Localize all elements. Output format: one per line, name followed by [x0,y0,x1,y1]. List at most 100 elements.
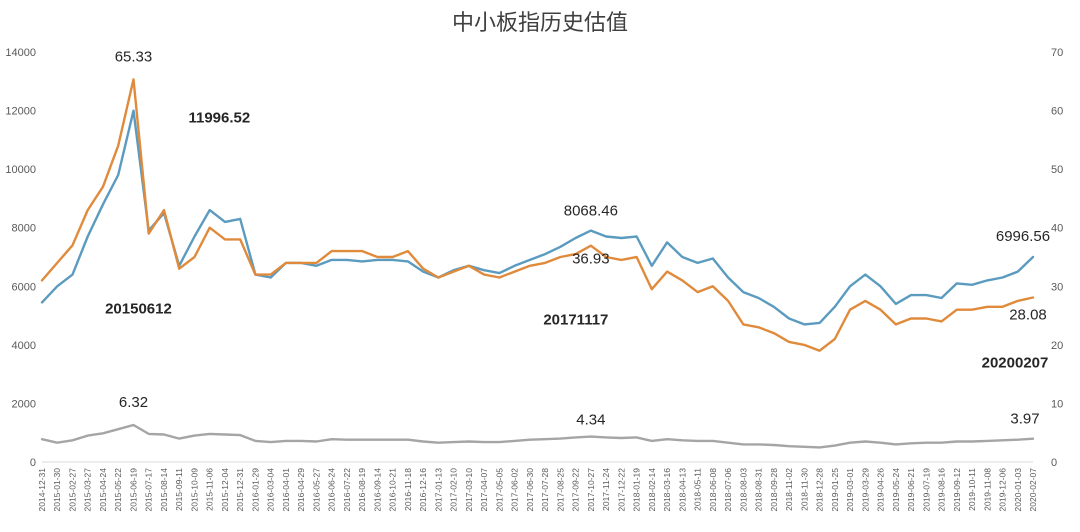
x-tick-label: 2017-06-02 [510,468,520,512]
x-tick-label: 2016-04-29 [296,468,306,512]
data-annotation: 36.93 [572,251,610,268]
x-tick-label: 2018-01-19 [632,468,642,512]
x-tick-label: 2016-08-19 [357,468,367,512]
x-tick-label: 2018-11-02 [784,468,794,511]
left-y-tick-label: 2000 [12,398,36,410]
data-annotation: 11996.52 [188,110,250,127]
series-line-0 [40,109,1035,326]
x-tick-label: 2015-08-14 [159,468,169,512]
x-tick-label: 2018-09-28 [769,468,779,512]
right-y-tick-label: 40 [1051,223,1063,235]
right-y-tick-label: 70 [1051,47,1063,59]
x-tick-label: 2015-10-09 [189,468,199,512]
data-annotation: 65.33 [115,48,153,65]
x-tick-label: 2019-08-16 [937,468,947,512]
x-tick-label: 2016-11-18 [403,468,413,511]
data-annotation: 6.32 [119,394,148,411]
x-tick-label: 2017-11-24 [601,468,611,511]
x-tick-label: 2018-05-11 [693,468,703,511]
x-tick-label: 2019-10-11 [967,468,977,511]
x-tick-label: 2015-07-17 [144,468,154,512]
right-y-tick-label: 20 [1051,340,1063,352]
x-tick-label: 2017-04-07 [479,468,489,512]
x-tick-label: 2019-07-19 [921,468,931,512]
x-tick-label: 2018-03-16 [662,468,672,512]
left-y-tick-label: 12000 [5,106,36,118]
x-axis: 2014-12-31 2015-01-30 2015-02-27 2015-03-27… [37,461,1038,512]
right-y-tick-label: 30 [1051,281,1063,293]
x-tick-label: 2017-05-05 [494,468,504,512]
x-tick-label: 2018-02-14 [647,468,657,512]
x-tick-label: 2016-05-27 [311,468,321,512]
x-tick-label: 2016-10-21 [388,468,398,512]
data-annotation: 8068.46 [564,203,618,220]
x-tick-label: 2016-12-16 [418,468,428,512]
x-tick-label: 2017-09-22 [571,468,581,512]
data-annotation: 3.97 [1010,411,1039,428]
data-annotation: 28.08 [1009,307,1047,324]
x-tick-label: 2019-05-24 [891,468,901,512]
x-tick-label: 2015-06-19 [128,468,138,512]
x-tick-label: 2018-08-03 [738,468,748,512]
x-tick-label: 2015-12-31 [235,468,245,512]
x-tick-label: 2019-03-29 [860,468,870,512]
right-y-tick-label: 10 [1051,398,1063,410]
x-tick-label: 2019-12-06 [998,468,1008,512]
data-annotation: 20171117 [543,312,608,329]
x-tick-label: 2018-12-28 [815,468,825,512]
x-tick-label: 2018-06-08 [708,468,718,512]
x-tick-label: 2017-03-10 [464,468,474,512]
x-tick-label: 2016-01-29 [250,468,260,512]
data-annotations: 65.33 11996.52 20150612 6.32 8068.46 36.93 201… [105,48,1050,428]
left-y-tick-label: 0 [30,457,36,469]
series-lines [40,78,1035,449]
left-y-tick-label: 6000 [12,281,36,293]
x-tick-label: 2019-06-21 [906,468,916,512]
x-tick-label: 2015-02-27 [67,468,77,512]
left-y-tick-label: 4000 [12,340,36,352]
x-tick-label: 2015-04-24 [98,468,108,512]
left-y-axis: 0 2000 4000 6000 8000 10000 12000 14000 [5,47,36,469]
x-tick-label: 2018-07-06 [723,468,733,512]
x-tick-label: 2017-12-22 [616,468,626,512]
x-tick-label: 2015-05-22 [113,468,123,512]
x-tick-label: 2018-08-31 [754,468,764,512]
x-tick-label: 2016-07-22 [342,468,352,512]
x-tick-label: 2017-10-27 [586,468,596,512]
left-y-tick-label: 8000 [12,223,36,235]
left-y-tick-label: 14000 [5,47,36,59]
data-annotation: 20200207 [982,355,1049,372]
right-y-tick-label: 0 [1051,457,1057,469]
x-tick-label: 2019-11-08 [982,468,992,511]
x-tick-label: 2017-07-28 [540,468,550,512]
right-y-tick-label: 50 [1051,164,1063,176]
x-tick-label: 2017-08-25 [555,468,565,512]
data-annotation: 4.34 [576,412,605,429]
x-tick-label: 2018-11-30 [799,468,809,511]
right-y-axis: 0 10 20 30 40 50 60 70 [1051,47,1063,469]
x-tick-label: 2019-01-25 [830,468,840,512]
x-tick-label: 2017-06-30 [525,468,535,512]
x-tick-label: 2016-09-14 [372,468,382,512]
x-tick-label: 2018-04-13 [677,468,687,512]
x-tick-label: 2015-03-27 [83,468,93,512]
x-tick-label: 2019-03-01 [845,468,855,512]
x-tick-label: 2015-09-11 [174,468,184,511]
x-tick-label: 2016-06-24 [327,468,337,512]
x-tick-label: 2019-04-26 [876,468,886,512]
data-annotation: 20150612 [105,301,172,318]
x-tick-label: 2015-11-06 [205,468,215,511]
x-tick-label: 2020-02-07 [1028,468,1038,512]
x-tick-label: 2015-01-30 [52,468,62,512]
series-line-1 [40,78,1035,352]
x-tick-label: 2016-03-04 [266,468,276,512]
left-y-tick-label: 10000 [5,164,36,176]
right-y-tick-label: 60 [1051,106,1063,118]
x-tick-label: 2015-12-04 [220,468,230,512]
x-tick-label: 2014-12-31 [37,468,47,512]
x-tick-label: 2017-01-13 [433,468,443,512]
data-annotation: 6996.56 [996,228,1050,245]
series-line-2 [40,423,1035,449]
x-tick-label: 2016-04-01 [281,468,291,512]
